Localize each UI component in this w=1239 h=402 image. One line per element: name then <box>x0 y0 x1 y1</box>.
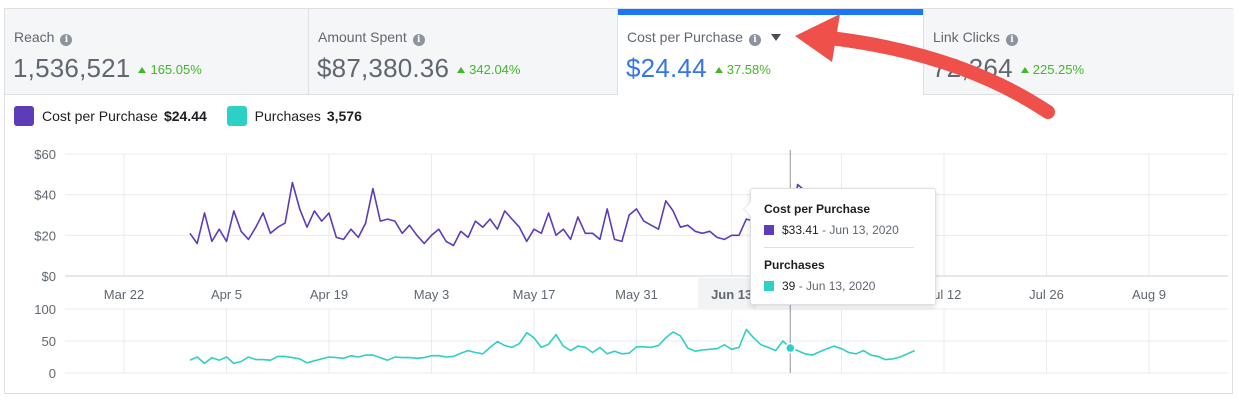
tab-value: $24.44 37.58% <box>626 53 771 83</box>
x-tick-label: Aug 9 <box>1132 287 1166 302</box>
change-badge: 342.04% <box>457 62 520 77</box>
tab-value: 1,536,521 165.05% <box>13 53 202 83</box>
info-icon[interactable]: i <box>60 34 73 46</box>
hover-date-highlight <box>698 278 756 308</box>
x-tick-label: May 3 <box>414 287 449 302</box>
legend-value: $24.44 <box>163 108 207 124</box>
tooltip-title-purchases: Purchases <box>764 258 825 272</box>
tab-label: Reach i <box>14 29 73 46</box>
legend-swatch <box>14 106 34 126</box>
tab-reach[interactable]: Reach i 1,536,521 165.05% <box>5 9 309 95</box>
info-icon[interactable]: i <box>748 34 761 46</box>
change-badge: 37.58% <box>714 62 771 77</box>
legend-label: Purchases <box>254 108 321 124</box>
metric-tabs: Reach i 1,536,521 165.05% Amount Spent i $8… <box>5 9 1234 95</box>
tooltip-row-purchases: 39 - Jun 13, 2020 <box>764 279 875 293</box>
x-tick-label: May 31 <box>615 287 658 302</box>
y-tick-label: 100 <box>34 302 56 317</box>
tooltip-divider <box>764 247 914 248</box>
y-tick-label: $60 <box>34 147 56 162</box>
y-tick-label: 0 <box>49 366 56 381</box>
change-badge: 165.05% <box>138 62 202 77</box>
active-tab-indicator <box>618 9 923 15</box>
legend-value: 3,576 <box>326 108 362 124</box>
dropdown-caret-icon[interactable] <box>770 34 781 41</box>
tab-label: Cost per Purchase i <box>627 29 781 46</box>
tooltip-swatch <box>764 281 774 291</box>
tooltip-title-cost: Cost per Purchase <box>764 202 871 216</box>
hover-point-purchases <box>785 342 796 354</box>
legend-item-cost-per-purchase[interactable]: Cost per Purchase $24.44 <box>14 106 207 126</box>
chart-tooltip: Cost per Purchase $33.41 - Jun 13, 2020 … <box>743 188 936 305</box>
y-tick-label: $40 <box>34 188 56 203</box>
tab-amount-spent[interactable]: Amount Spent i $87,380.36 342.04% <box>309 9 618 95</box>
x-tick-label: Apr 5 <box>211 287 242 302</box>
up-arrow-icon <box>138 67 147 73</box>
tooltip-swatch <box>764 225 774 235</box>
info-icon[interactable]: i <box>412 34 425 46</box>
tooltip-arrow <box>743 201 751 217</box>
legend-label: Cost per Purchase <box>42 108 158 124</box>
x-tick-label: Apr 19 <box>310 287 348 302</box>
up-arrow-icon <box>457 67 466 73</box>
x-tick-label: Mar 22 <box>104 287 144 302</box>
chart-legend: Cost per Purchase $24.44 Purchases 3,576 <box>14 106 378 126</box>
tab-value: $87,380.36 342.04% <box>317 53 521 83</box>
y-tick-label: 50 <box>42 334 56 349</box>
y-tick-label: $20 <box>34 228 56 243</box>
legend-swatch <box>226 106 247 126</box>
up-arrow-icon <box>714 67 723 73</box>
x-tick-label: Jun 13 <box>711 287 752 302</box>
y-tick-label: $0 <box>42 269 56 284</box>
tab-label: Amount Spent i <box>318 29 425 46</box>
x-tick-label: Jul 26 <box>1029 287 1064 302</box>
series-line-purchases <box>189 328 916 365</box>
x-tick-label: May 17 <box>513 287 556 302</box>
legend-item-purchases[interactable]: Purchases 3,576 <box>226 106 362 126</box>
tooltip-row-cost: $33.41 - Jun 13, 2020 <box>764 223 899 237</box>
